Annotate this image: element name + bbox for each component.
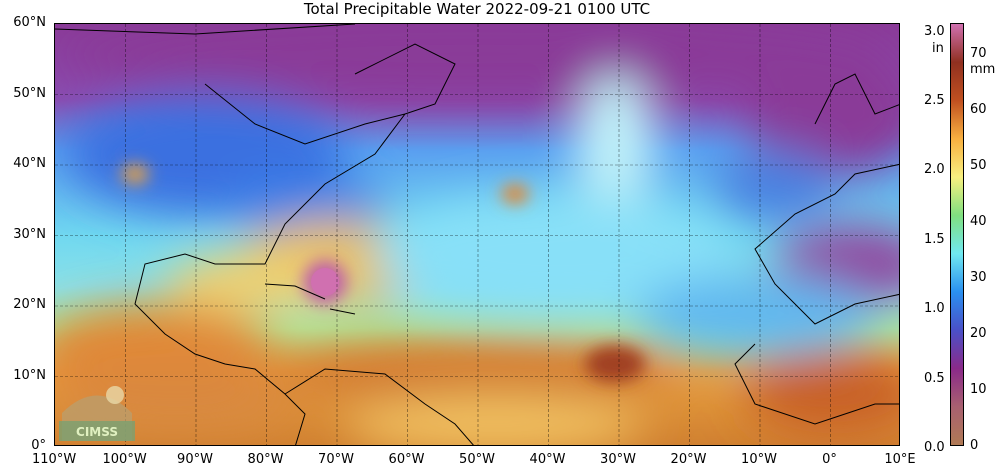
colorbar: [950, 23, 964, 446]
cbar-in-tick: 1.0: [924, 301, 945, 316]
cbar-mm-unit: mm: [970, 62, 996, 77]
cbar-in-tick: 0.5: [924, 371, 945, 386]
cbar-in-tick: 1.5: [924, 232, 945, 247]
lon-label: 40°W: [529, 452, 566, 467]
cbar-in-tick: 2.0: [924, 162, 945, 177]
cbar-mm-tick: 0: [970, 438, 979, 453]
cbar-mm-tick: 10: [970, 382, 987, 397]
lat-label: 10°N: [13, 368, 46, 383]
cbar-in-tick: 3.0: [924, 24, 945, 39]
lat-label: 50°N: [13, 86, 46, 101]
lat-label: 30°N: [13, 227, 46, 242]
lon-label: 30°W: [600, 452, 636, 467]
cimss-logo: CIMSS: [57, 383, 137, 443]
lon-label: 80°W: [247, 452, 284, 467]
lon-label: 110°W: [32, 452, 77, 467]
lat-label: 20°N: [13, 297, 46, 312]
lon-label: 0°: [822, 452, 837, 467]
cbar-in-tick: 0.0: [924, 440, 945, 455]
lon-label: 100°W: [102, 452, 147, 467]
cbar-mm-tick: 40: [970, 214, 987, 229]
svg-text:CIMSS: CIMSS: [76, 425, 118, 439]
map-title: Total Precipitable Water 2022-09-21 0100…: [303, 0, 651, 18]
coastlines: [55, 24, 899, 445]
cbar-mm-tick: 70: [970, 46, 987, 61]
lon-label: 60°W: [388, 452, 425, 467]
lat-label: 40°N: [13, 156, 46, 171]
cbar-mm-tick: 20: [970, 326, 987, 341]
cbar-in-unit: in: [932, 41, 944, 56]
cbar-mm-tick: 50: [970, 158, 987, 173]
lat-label: 0°: [31, 438, 46, 453]
cbar-in-tick: 2.5: [924, 93, 945, 108]
lat-label: 60°N: [13, 15, 46, 30]
tpw-field: [55, 24, 899, 445]
lon-label: 70°W: [318, 452, 354, 467]
cbar-mm-tick: 60: [970, 102, 987, 117]
lon-label: 90°W: [177, 452, 213, 467]
lon-label: 50°W: [459, 452, 495, 467]
lon-label: 10°W: [741, 452, 777, 467]
tpw-map: CIMSS: [54, 23, 900, 446]
lon-label: 10°E: [884, 452, 916, 467]
lon-label: 20°W: [670, 452, 707, 467]
cbar-mm-tick: 30: [970, 270, 987, 285]
